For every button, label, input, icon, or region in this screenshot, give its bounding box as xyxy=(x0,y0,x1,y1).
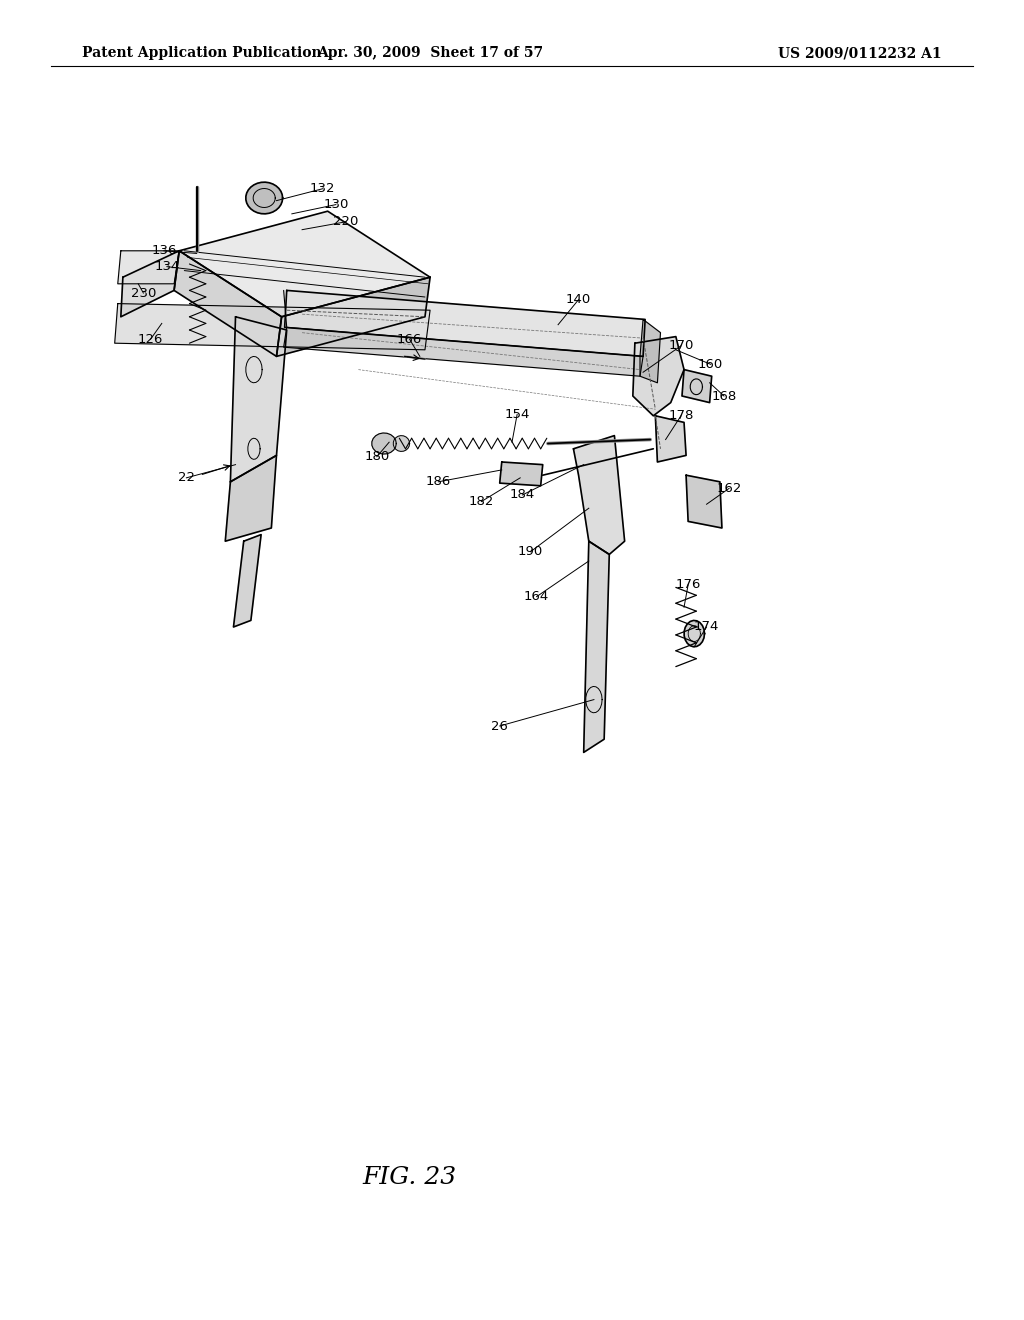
Text: 164: 164 xyxy=(524,590,549,603)
Polygon shape xyxy=(393,436,410,451)
Text: 130: 130 xyxy=(324,198,348,211)
Polygon shape xyxy=(225,455,276,541)
Polygon shape xyxy=(230,317,287,482)
Polygon shape xyxy=(284,327,643,376)
Text: 186: 186 xyxy=(426,475,451,488)
Polygon shape xyxy=(121,251,179,317)
Polygon shape xyxy=(684,620,705,647)
Polygon shape xyxy=(573,436,625,554)
Text: 126: 126 xyxy=(138,333,163,346)
Polygon shape xyxy=(179,211,430,317)
Polygon shape xyxy=(285,290,645,356)
Polygon shape xyxy=(500,462,543,486)
Polygon shape xyxy=(686,475,722,528)
Text: 166: 166 xyxy=(397,333,422,346)
Text: FIG. 23: FIG. 23 xyxy=(362,1166,457,1189)
Text: 178: 178 xyxy=(669,409,693,422)
Text: 26: 26 xyxy=(492,719,508,733)
Text: 132: 132 xyxy=(310,182,335,195)
Text: 162: 162 xyxy=(717,482,741,495)
Text: 184: 184 xyxy=(510,488,535,502)
Polygon shape xyxy=(115,304,430,350)
Polygon shape xyxy=(633,337,684,416)
Polygon shape xyxy=(372,433,396,454)
Text: 182: 182 xyxy=(469,495,494,508)
Text: 170: 170 xyxy=(669,339,693,352)
Text: 136: 136 xyxy=(152,244,176,257)
Text: 140: 140 xyxy=(566,293,591,306)
Polygon shape xyxy=(246,182,283,214)
Text: 134: 134 xyxy=(155,260,179,273)
Text: 190: 190 xyxy=(518,545,543,558)
Text: 230: 230 xyxy=(131,286,156,300)
Text: 168: 168 xyxy=(712,389,736,403)
Text: 174: 174 xyxy=(694,620,719,634)
Text: Patent Application Publication: Patent Application Publication xyxy=(82,46,322,61)
Text: 180: 180 xyxy=(365,450,389,463)
Polygon shape xyxy=(655,416,686,462)
Polygon shape xyxy=(682,370,712,403)
Text: US 2009/0112232 A1: US 2009/0112232 A1 xyxy=(778,46,942,61)
Text: Apr. 30, 2009  Sheet 17 of 57: Apr. 30, 2009 Sheet 17 of 57 xyxy=(317,46,543,61)
Polygon shape xyxy=(276,277,430,356)
Text: 176: 176 xyxy=(676,578,700,591)
Text: 160: 160 xyxy=(698,358,723,371)
Text: 22: 22 xyxy=(178,471,195,484)
Polygon shape xyxy=(233,535,261,627)
Polygon shape xyxy=(584,541,609,752)
Text: 220: 220 xyxy=(334,215,358,228)
Polygon shape xyxy=(118,251,179,284)
Text: 154: 154 xyxy=(505,408,529,421)
Polygon shape xyxy=(174,251,282,356)
Polygon shape xyxy=(640,319,660,383)
